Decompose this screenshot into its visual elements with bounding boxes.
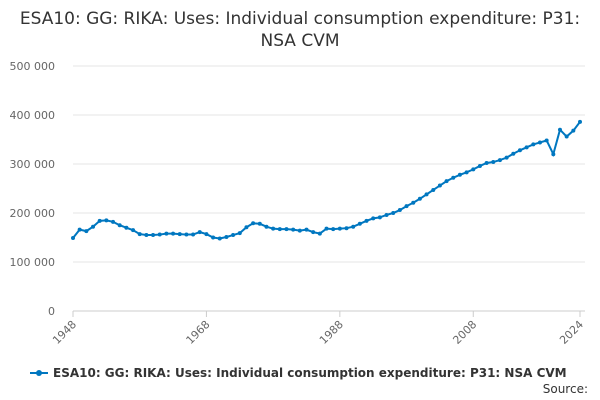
data-point <box>104 218 109 223</box>
data-point <box>297 228 302 233</box>
data-point <box>391 211 396 215</box>
data-point <box>517 148 522 153</box>
data-point <box>177 232 182 237</box>
data-point <box>84 229 89 234</box>
data-point <box>537 140 542 145</box>
x-tick-label: 1988 <box>317 318 346 347</box>
data-point <box>231 233 236 238</box>
data-point <box>264 224 269 229</box>
data-point <box>451 175 456 180</box>
x-tick-label: 1948 <box>50 318 79 347</box>
data-point <box>424 192 429 197</box>
data-point <box>277 227 282 232</box>
data-point <box>311 230 316 235</box>
data-point <box>344 226 349 231</box>
source-label: Source: <box>542 382 588 396</box>
data-point <box>151 233 156 238</box>
data-point <box>137 232 142 237</box>
data-point <box>484 161 489 166</box>
data-point <box>291 227 296 232</box>
data-point <box>191 232 196 237</box>
data-point <box>251 221 256 226</box>
y-tick-label: 200 000 <box>10 207 56 220</box>
data-point <box>544 138 549 143</box>
data-point <box>131 228 136 233</box>
data-point <box>244 225 249 230</box>
data-point <box>97 218 102 223</box>
data-point <box>211 235 216 240</box>
data-point <box>364 218 369 223</box>
data-point <box>477 163 482 168</box>
data-point <box>511 151 516 156</box>
data-point <box>377 215 382 220</box>
data-point <box>257 221 262 226</box>
data-point <box>324 226 329 231</box>
data-point <box>157 232 162 237</box>
data-point <box>444 179 449 184</box>
data-point <box>524 145 529 150</box>
data-point <box>497 158 502 163</box>
y-tick-label: 100 000 <box>10 256 56 269</box>
x-tick-label: 2024 <box>557 318 586 347</box>
data-point <box>491 160 496 165</box>
data-point <box>578 119 582 124</box>
data-point <box>71 235 75 240</box>
data-point <box>237 231 242 236</box>
data-point <box>431 187 436 192</box>
data-point <box>397 208 402 213</box>
x-tick-label: 2008 <box>450 318 479 347</box>
data-point <box>331 227 336 232</box>
data-point <box>411 200 416 205</box>
data-point <box>317 231 322 236</box>
data-point <box>464 170 469 175</box>
data-point <box>504 155 509 160</box>
data-point <box>91 224 96 229</box>
series-line <box>72 121 581 240</box>
legend[interactable]: ESA10: GG: RIKA: Uses: Individual consum… <box>30 366 567 380</box>
x-tick-label: 1968 <box>184 318 213 347</box>
data-point <box>417 196 422 201</box>
data-point <box>197 230 202 235</box>
data-point <box>357 221 362 226</box>
data-point <box>164 231 169 236</box>
y-tick-label: 0 <box>48 305 55 318</box>
data-point <box>437 183 442 188</box>
data-point <box>204 232 209 237</box>
y-tick-label: 300 000 <box>10 158 56 171</box>
chart-title: ESA10: GG: RIKA: Uses: Individual consum… <box>19 9 581 51</box>
data-point <box>384 212 389 217</box>
data-point <box>457 172 462 177</box>
data-point <box>171 231 176 236</box>
data-point <box>564 134 569 139</box>
data-point <box>337 226 342 231</box>
data-point <box>111 219 116 224</box>
y-tick-label: 400 000 <box>10 109 56 122</box>
data-point <box>144 233 149 238</box>
data-point <box>371 216 376 221</box>
data-point <box>77 227 82 232</box>
data-point <box>124 225 129 230</box>
data-point <box>271 226 276 231</box>
data-point <box>351 224 356 229</box>
data-point <box>551 152 556 157</box>
data-point <box>304 227 309 232</box>
data-point <box>557 127 562 132</box>
data-point <box>184 232 189 237</box>
data-point <box>531 142 536 147</box>
legend-label: ESA10: GG: RIKA: Uses: Individual consum… <box>53 366 567 380</box>
y-tick-label: 500 000 <box>10 60 56 73</box>
data-point <box>284 227 289 232</box>
data-point <box>224 235 229 240</box>
legend-marker-icon <box>30 370 48 376</box>
data-point <box>117 223 122 228</box>
data-point <box>571 128 576 133</box>
data-point <box>471 167 476 172</box>
data-point <box>404 204 409 209</box>
data-point <box>217 236 222 241</box>
